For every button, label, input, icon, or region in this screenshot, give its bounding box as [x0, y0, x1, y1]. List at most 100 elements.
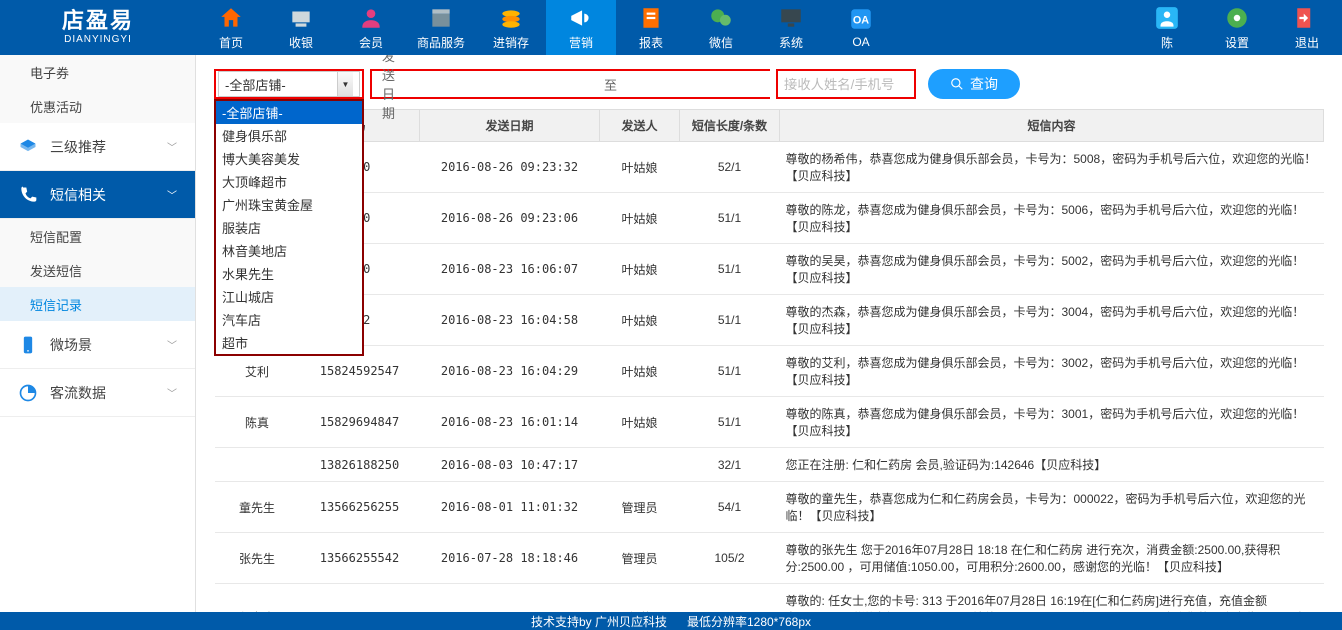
megaphone-icon [568, 5, 594, 31]
logo-zh: 店盈易 [62, 10, 134, 32]
sidebar-label: 三级推荐 [50, 137, 106, 157]
user-icon [358, 5, 384, 31]
sidebar-group[interactable]: 微场景﹀ [0, 321, 195, 369]
cell-sender: 叶姑娘 [600, 295, 680, 346]
sidebar-label: 微场景 [50, 335, 92, 355]
wechat-icon [708, 5, 734, 31]
cell-content: 尊敬的杰森，恭喜您成为健身俱乐部会员，卡号为：3004，密码为手机号后六位，欢迎… [780, 295, 1324, 346]
chevron-down-icon: ﹀ [167, 187, 177, 202]
sidebar-item[interactable]: 电子券 [0, 55, 195, 89]
cell-date: 2016-08-23 16:04:58 [420, 295, 600, 346]
date-range: 发送日期 至 [370, 69, 770, 99]
cell-len: 52/1 [680, 142, 780, 193]
nav-label: 营销 [569, 34, 593, 51]
table-row: 13826188250 2016-08-03 10:47:17 32/1 您正在… [215, 448, 1324, 482]
sidebar-group[interactable]: 三级推荐﹀ [0, 123, 195, 171]
cell-len: 51/1 [680, 397, 780, 448]
cell-len: 113/2 [680, 584, 780, 613]
date-from-input[interactable] [405, 71, 582, 97]
cell-phone: 13826188250 [300, 448, 420, 482]
table-row: 任女士 15696725423 2016-07-28 16:19:25 任莉 1… [215, 584, 1324, 613]
cell-date: 2016-08-23 16:01:14 [420, 397, 600, 448]
nav-box[interactable]: 商品服务 [406, 0, 476, 55]
filter-bar: -全部店铺- ▼ 发送日期 至 查询 [214, 69, 1324, 99]
cell-sender: 叶姑娘 [600, 244, 680, 295]
home-icon [218, 5, 244, 31]
nav-pos[interactable]: 收银 [266, 0, 336, 55]
nav-label: 商品服务 [417, 34, 465, 51]
cell-content: 尊敬的: 任女士,您的卡号: 313 于2016年07月28日 16:19在[仁… [780, 584, 1324, 613]
sidebar-label: 短信配置 [30, 227, 82, 246]
nav-coins[interactable]: 进销存 [476, 0, 546, 55]
oa-icon: OA [848, 6, 874, 32]
cell-len: 51/1 [680, 193, 780, 244]
footer-res: 最低分辨率1280*768px [687, 613, 811, 630]
cell-date: 2016-08-23 16:06:07 [420, 244, 600, 295]
cell-len: 32/1 [680, 448, 780, 482]
nav-label: 首页 [219, 34, 243, 51]
recipient-filter [776, 69, 916, 99]
cell-phone: 13566255542 [300, 533, 420, 584]
nav-monitor[interactable]: 系统 [756, 0, 826, 55]
cell-len: 51/1 [680, 346, 780, 397]
nav-right-gear[interactable]: 设置 [1202, 0, 1272, 55]
box-icon [428, 5, 454, 31]
sidebar-label: 发送短信 [30, 261, 82, 280]
sidebar-item[interactable]: 优惠活动 [0, 89, 195, 123]
dropdown-option[interactable]: 博大美容美发 [216, 147, 362, 170]
sidebar-item[interactable]: 短信记录 [0, 287, 195, 321]
nav-home[interactable]: 首页 [196, 0, 266, 55]
dropdown-option[interactable]: 超市 [216, 331, 362, 354]
dropdown-option[interactable]: 汽车店 [216, 308, 362, 331]
nav-wechat[interactable]: 微信 [686, 0, 756, 55]
col-content: 短信内容 [780, 110, 1324, 142]
store-dropdown[interactable]: -全部店铺-健身俱乐部博大美容美发大顶峰超市广州珠宝黄金屋服装店林音美地店水果先… [214, 99, 364, 356]
cell-content: 尊敬的童先生，恭喜您成为仁和仁药房会员，卡号为：000022，密码为手机号后六位… [780, 482, 1324, 533]
dropdown-option[interactable]: 服装店 [216, 216, 362, 239]
dropdown-option[interactable]: 林音美地店 [216, 239, 362, 262]
nav-oa[interactable]: OAOA [826, 0, 896, 55]
layers-icon [18, 137, 38, 157]
nav-label: 陈 [1161, 34, 1173, 51]
pos-icon [288, 5, 314, 31]
store-select[interactable]: -全部店铺- ▼ [214, 69, 364, 99]
dropdown-option[interactable]: 江山城店 [216, 285, 362, 308]
sidebar-item[interactable]: 短信配置 [0, 219, 195, 253]
cell-len: 105/2 [680, 533, 780, 584]
sidebar-group[interactable]: 客流数据﹀ [0, 369, 195, 417]
search-button[interactable]: 查询 [928, 69, 1020, 99]
nav-report[interactable]: 报表 [616, 0, 686, 55]
cell-date: 2016-07-28 18:18:46 [420, 533, 600, 584]
search-button-label: 查询 [970, 74, 998, 94]
coins-icon [498, 5, 524, 31]
sidebar-item[interactable]: 发送短信 [0, 253, 195, 287]
cell-sender [600, 448, 680, 482]
dropdown-option[interactable]: 广州珠宝黄金屋 [216, 193, 362, 216]
nav-user[interactable]: 会员 [336, 0, 406, 55]
sidebar-group[interactable]: 短信相关﹀ [0, 171, 195, 219]
dropdown-option[interactable]: 水果先生 [216, 262, 362, 285]
col-length: 短信长度/条数 [680, 110, 780, 142]
cell-phone: 15696725423 [300, 584, 420, 613]
nav-right-avatar[interactable]: 陈 [1132, 0, 1202, 55]
cell-sender: 叶姑娘 [600, 346, 680, 397]
nav-right: 陈 设置退出 [1132, 0, 1342, 55]
recipient-input[interactable] [778, 71, 914, 97]
dropdown-option[interactable]: 健身俱乐部 [216, 124, 362, 147]
cell-sender: 叶姑娘 [600, 397, 680, 448]
dropdown-option[interactable]: -全部店铺- [216, 101, 362, 124]
footer: 技术支持by 广州贝应科技 最低分辨率1280*768px [0, 612, 1342, 630]
cell-name: 陈真 [215, 397, 300, 448]
dropdown-option[interactable]: 大顶峰超市 [216, 170, 362, 193]
main-content: -全部店铺- ▼ 发送日期 至 查询 -全部店铺-健身俱乐部博大美容美发大顶峰超… [196, 55, 1342, 612]
data-icon [18, 383, 38, 403]
monitor-icon [778, 5, 804, 31]
cell-len: 54/1 [680, 482, 780, 533]
nav-megaphone[interactable]: 营销 [546, 0, 616, 55]
cell-sender: 管理员 [600, 533, 680, 584]
nav-label: 系统 [779, 34, 803, 51]
nav-label: 微信 [709, 34, 733, 51]
nav-right-exit[interactable]: 退出 [1272, 0, 1342, 55]
sidebar-label: 优惠活动 [30, 97, 82, 116]
sidebar-label: 短信记录 [30, 295, 82, 314]
